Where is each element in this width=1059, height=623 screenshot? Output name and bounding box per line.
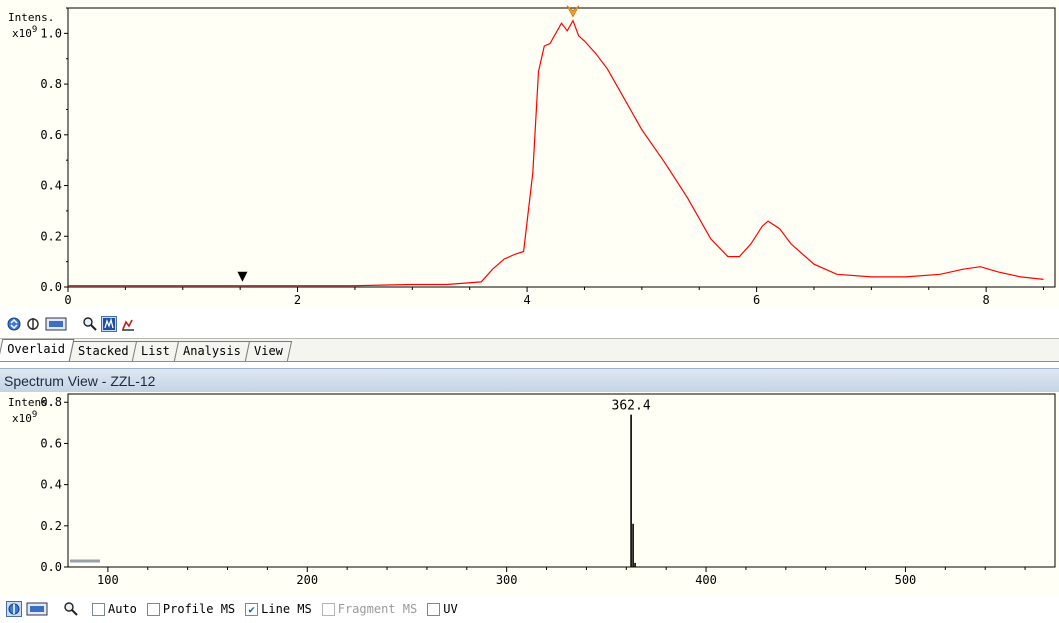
mass-spectrum-chart[interactable]: Intens. x109 0.0 0.2 0.4 0.6 0.8 100 200 300 400… bbox=[0, 392, 1059, 596]
chrom-x-tick-label: 6 bbox=[753, 293, 760, 307]
peak-mz-label: 362.4 bbox=[612, 399, 651, 414]
chrom-x-tick-label: 4 bbox=[523, 293, 530, 307]
chrom-y-tick-label: 0.6 bbox=[40, 128, 62, 142]
chrom-y-unit-label: Intens. bbox=[8, 11, 54, 24]
tab-list[interactable]: List bbox=[132, 341, 180, 361]
auto-checkbox-label: Auto bbox=[108, 602, 137, 616]
spec-y-tick-label: 0.6 bbox=[40, 436, 62, 450]
chrom-y-tick-label: 0.0 bbox=[40, 280, 62, 294]
display-mode-icon[interactable] bbox=[44, 316, 68, 332]
peak-mark-icon[interactable] bbox=[120, 316, 136, 332]
spectrum-toolbar: Auto Profile MS ✔ Line MS Fragment MS UV bbox=[0, 597, 1059, 621]
spec-y-tick-label: 0.0 bbox=[40, 560, 62, 574]
spec-plot-frame bbox=[67, 393, 1056, 568]
chrom-x-tick-label: 8 bbox=[983, 293, 990, 307]
spec-x-tick-label: 200 bbox=[296, 573, 318, 587]
spec-x-tick-label: 400 bbox=[695, 573, 717, 587]
line-ms-checkbox-label: Line MS bbox=[261, 602, 312, 616]
spec-y-tick-label: 0.2 bbox=[40, 519, 62, 533]
uv-checkbox-item[interactable]: UV bbox=[427, 602, 458, 616]
line-ms-checkbox[interactable]: ✔ bbox=[245, 602, 259, 616]
spectrum-panel[interactable]: Intens. x109 0.0 0.2 0.4 0.6 0.8 100 200 300 400… bbox=[0, 392, 1059, 596]
analysis-marker-triangle[interactable] bbox=[237, 271, 248, 282]
chrom-x-tick-label: 2 bbox=[294, 293, 301, 307]
chrom-y-tick-label: 0.4 bbox=[40, 179, 62, 193]
chromatogram-toolbar bbox=[0, 312, 1059, 336]
spectrum-view-title: Spectrum View - ZZL-12 bbox=[4, 372, 156, 389]
profile-ms-checkbox-label: Profile MS bbox=[162, 602, 236, 616]
chromatogram-chart[interactable]: Intens. x109 0.0 0.2 0.4 0.6 0.8 1.0 0 2 4 6 8 bbox=[0, 0, 1059, 308]
fragment-ms-checkbox-item: Fragment MS bbox=[321, 602, 418, 616]
line-ms-checkbox-item[interactable]: ✔ Line MS bbox=[245, 602, 312, 616]
spec-y-tick-label: 0.8 bbox=[40, 395, 62, 409]
auto-checkbox-item[interactable]: Auto bbox=[92, 602, 137, 616]
ms-display-options: Auto Profile MS ✔ Line MS Fragment MS UV bbox=[82, 602, 458, 616]
chrom-plot-frame bbox=[67, 7, 1056, 288]
auto-checkbox[interactable] bbox=[92, 602, 105, 616]
chrom-y-scale-label: x109 bbox=[12, 25, 37, 40]
uv-checkbox[interactable] bbox=[427, 602, 441, 616]
spectrum-view-title-bar[interactable]: Spectrum View - ZZL-12 bbox=[0, 368, 1059, 392]
chromatogram-panel[interactable]: Intens. x109 0.0 0.2 0.4 0.6 0.8 1.0 0 2 4 6 8 bbox=[0, 0, 1059, 308]
tab-overlaid[interactable]: Overlaid bbox=[0, 339, 75, 361]
spec-x-tick-label: 300 bbox=[496, 573, 518, 587]
display-mode-icon[interactable] bbox=[25, 601, 49, 617]
tab-view[interactable]: View bbox=[244, 341, 293, 361]
zoom-icon[interactable] bbox=[82, 316, 98, 332]
selected-spectrum-marker[interactable] bbox=[566, 5, 580, 18]
tab-stacked[interactable]: Stacked bbox=[68, 341, 138, 361]
chrom-y-tick-label: 1.0 bbox=[40, 26, 62, 40]
trace-options-icon[interactable] bbox=[6, 316, 22, 332]
chromatogram-trace bbox=[68, 19, 1044, 287]
spec-y-tick-label: 0.4 bbox=[40, 478, 62, 492]
trace-view-tabs: Overlaid Stacked List Analysis View bbox=[0, 338, 1059, 362]
spec-x-tick-label: 100 bbox=[97, 573, 119, 587]
chrom-y-tick-label: 0.2 bbox=[40, 229, 62, 243]
tab-analysis[interactable]: Analysis bbox=[174, 341, 251, 361]
chrom-x-tick-label: 0 bbox=[64, 293, 71, 307]
trace-toggle-icon[interactable] bbox=[6, 601, 22, 617]
chrom-y-tick-label: 0.8 bbox=[40, 77, 62, 91]
fragment-ms-checkbox bbox=[321, 602, 335, 616]
spectrum-select-icon[interactable] bbox=[101, 316, 117, 332]
profile-ms-checkbox[interactable] bbox=[146, 602, 160, 616]
overlay-toggle-icon[interactable] bbox=[25, 316, 41, 332]
spec-x-tick-label: 500 bbox=[895, 573, 917, 587]
spec-y-unit-label: Intens. bbox=[8, 396, 54, 409]
fragment-ms-checkbox-label: Fragment MS bbox=[337, 602, 418, 616]
zoom-icon[interactable] bbox=[63, 601, 79, 617]
uv-checkbox-label: UV bbox=[443, 602, 458, 616]
profile-ms-checkbox-item[interactable]: Profile MS bbox=[146, 602, 236, 616]
spec-y-scale-label: x109 bbox=[12, 410, 37, 425]
